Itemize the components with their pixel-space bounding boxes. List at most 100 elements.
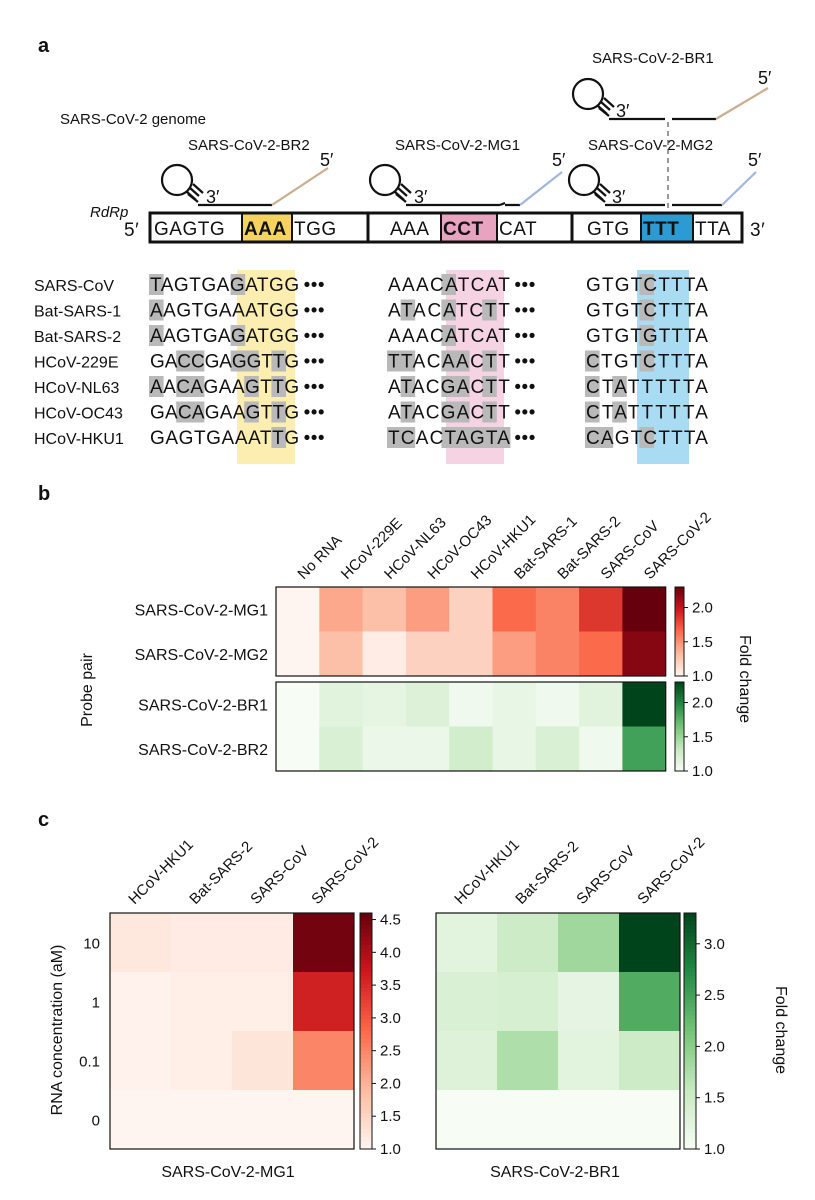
colorbar-frame: [683, 912, 697, 1150]
colorbar-segment: [675, 587, 684, 590]
heatmap-cell: [276, 682, 320, 727]
panel-b-row-labels: SARS-CoV-2-MG1 SARS-CoV-2-MG2 SARS-CoV-2-B…: [135, 602, 268, 759]
colorbar-segment: [360, 1070, 372, 1075]
colorbar-segment: [675, 649, 684, 653]
colorbar-segment: [675, 651, 684, 655]
colorbar-segment: [360, 1038, 372, 1044]
colorbar-segment: [684, 1027, 696, 1032]
colorbar-segment: [360, 913, 372, 918]
heatmap-cell: [232, 913, 294, 973]
heatmap-cell: [558, 913, 620, 973]
panel-b-label: b: [38, 483, 50, 505]
hairpin-probe-mg2: [567, 163, 757, 207]
heatmap-cell: [110, 972, 172, 1032]
heatmap-cell: [171, 1031, 233, 1091]
colorbar-segment: [675, 613, 684, 617]
colorbar-segment: [360, 1066, 372, 1071]
colorbar-segment: [675, 638, 684, 641]
colorbar-tick-label: 1.5: [704, 1090, 725, 1107]
colorbar-segment: [675, 690, 684, 694]
colorbar-segment: [360, 1086, 372, 1091]
genome-seg2-post: CAT: [499, 219, 537, 240]
heatmap-cell: [436, 1031, 498, 1091]
mismatch-cell: [230, 325, 246, 346]
colorbar-segment: [675, 710, 684, 714]
heatmap-cell: [293, 1031, 355, 1091]
mismatch-cell: [400, 350, 416, 372]
alignment-ellipsis: •••: [304, 377, 325, 398]
heatmap-cell: [293, 972, 355, 1032]
colorbar-segment: [360, 1113, 372, 1119]
alignment-ellipsis: •••: [304, 352, 325, 373]
probe-label-br2: SARS-CoV-2-BR2: [188, 137, 310, 154]
heatmap-cell: [449, 682, 493, 727]
mismatch-cell: [244, 401, 259, 423]
heatmap-cell: [579, 631, 623, 677]
five-prime-br1: 5′: [758, 68, 772, 88]
colorbar-segment: [684, 1086, 696, 1091]
panel-c-row-labels: 10 1 0.1 0: [79, 936, 100, 1130]
mismatch-cell: [176, 350, 191, 372]
panel-b-green-heatmap: [275, 681, 667, 772]
heatmap-cell: [497, 972, 559, 1032]
colorbar-segment: [684, 1074, 696, 1079]
alignment-row-label: SARS-CoV: [34, 278, 114, 295]
colorbar-segment: [675, 620, 684, 624]
panel-c-column-label: HCoV-HKU1: [125, 836, 197, 908]
colorbar-segment: [684, 960, 696, 965]
colorbar-segment: [684, 944, 696, 949]
probe-label-mg1: SARS-CoV-2-MG1: [395, 137, 520, 154]
colorbar-segment: [675, 722, 684, 725]
alignment-ellipsis: •••: [514, 377, 535, 398]
genome-seg3-target: TTT: [643, 219, 679, 240]
hairpin-probe-mg1: [368, 163, 563, 207]
heatmap-cell: [436, 913, 498, 973]
colorbar-segment: [360, 979, 372, 985]
colorbar-segment: [675, 604, 684, 608]
colorbar-segment: [684, 1101, 696, 1107]
heatmap-cell: [319, 587, 363, 632]
colorbar-segment: [675, 609, 684, 613]
mismatch-cell: [455, 401, 470, 423]
colorbar-segment: [360, 1050, 372, 1056]
alignment-sequence: AAGTGAGATGG: [150, 326, 300, 347]
mismatch-cell: [271, 350, 286, 372]
colorbar-segment: [675, 755, 684, 759]
colorbar-segment: [684, 1141, 696, 1146]
colorbar-segment: [675, 717, 684, 721]
alignment-ellipsis: •••: [514, 403, 535, 424]
colorbar-segment: [360, 1125, 372, 1130]
panel-b-red-heatmap: [275, 586, 667, 677]
panel-b-colorbars: 2.0 1.5 1.0 2.0 1.5 1.0: [674, 586, 713, 780]
heatmap-cell: [619, 1090, 681, 1150]
alignment-ellipsis: •••: [304, 403, 325, 424]
mismatch-cell: [441, 427, 456, 448]
colorbar-segment: [675, 655, 684, 659]
colorbar-tick-label: 3.5: [380, 977, 401, 994]
heatmap-cell: [171, 972, 233, 1032]
mismatch-cell: [189, 401, 205, 423]
heatmap-cell: [449, 587, 493, 632]
mismatch-cell: [400, 401, 416, 423]
colorbar-segment: [684, 1097, 696, 1103]
mismatch-cell: [271, 427, 286, 448]
panel-b-column-headers: No RNAHCoV-229EHCoV-NL63HCoV-OC43HCoV-HK…: [294, 509, 714, 583]
colorbar-segment: [360, 1015, 372, 1020]
target-highlight-br2: [242, 214, 292, 241]
colorbar-segment: [360, 968, 372, 973]
colorbar-segment: [675, 631, 684, 635]
colorbar-segment: [675, 759, 684, 763]
panel-a-label: a: [38, 35, 50, 57]
alignment-row-label: HCoV-NL63: [34, 380, 119, 397]
colorbar-segment: [675, 742, 684, 745]
gene-label: RdRp: [90, 204, 128, 221]
five-prime-mg1: 5′: [552, 150, 566, 170]
colorbar-segment: [360, 940, 372, 946]
colorbar-tick-label: 2.0: [380, 1075, 401, 1092]
mismatch-cell: [387, 427, 402, 448]
mismatch-cell: [495, 427, 511, 448]
colorbar-tick-label: 2.5: [704, 987, 725, 1004]
colorbar-tick-label: 1.0: [704, 1141, 725, 1158]
heatmap-cell: [579, 682, 623, 727]
colorbar-segment: [684, 936, 696, 942]
